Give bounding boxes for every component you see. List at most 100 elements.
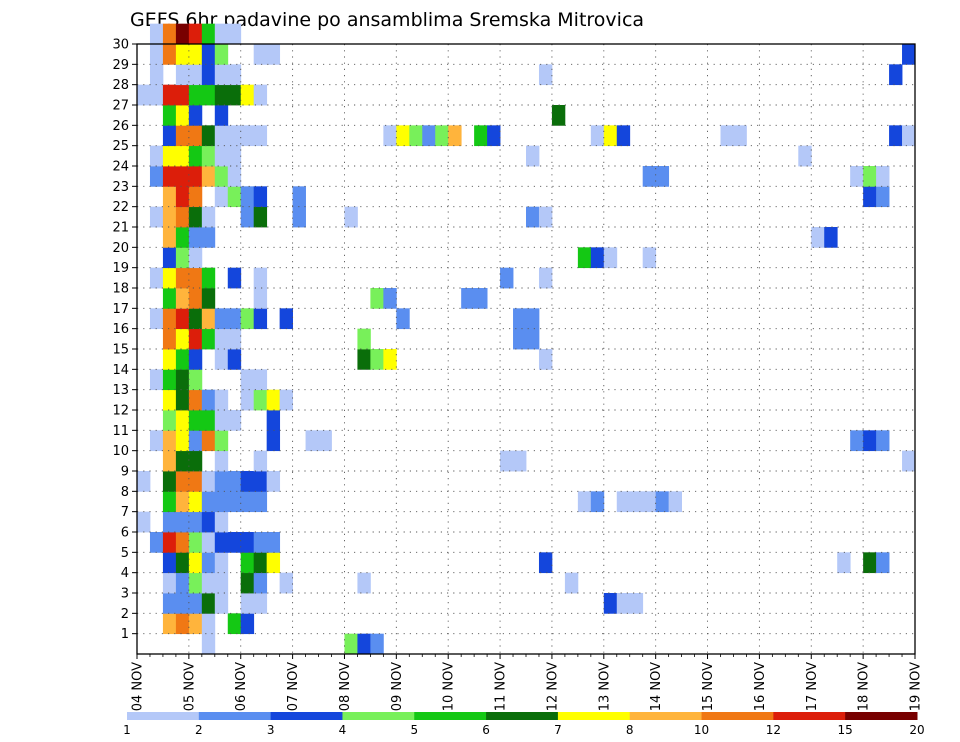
precip-cell [253,471,268,492]
precip-cell [227,186,242,208]
x-tick-label: 06 NOV [234,662,249,711]
precip-cell [253,125,268,147]
precip-cell [175,288,190,309]
precip-cell [188,125,203,147]
colorbar-label: 1 [123,723,131,737]
y-tick-label: 25 [112,139,129,154]
precip-cell [201,23,216,45]
colorbar-label: 8 [626,723,634,737]
precip-cell [876,166,890,187]
precip-cell [642,491,657,513]
precip-cell [227,308,242,330]
precip-cell [616,491,631,513]
colorbar-label: 12 [766,723,781,737]
precip-cell [370,288,384,309]
precip-cell [149,430,164,452]
precip-cell [149,206,164,228]
precip-cell [175,552,190,574]
x-tick-label: 10 NOV [442,662,457,711]
precip-cell [551,105,566,126]
x-tick-label: 04 NOV [131,662,146,711]
precip-cell [162,206,177,228]
precip-cell [500,267,514,289]
precip-cell [214,532,229,553]
precip-cell [175,227,190,248]
precip-cell [188,84,203,106]
y-tick-label: 14 [112,363,129,378]
precip-cell [253,369,268,391]
precip-cell [214,166,229,187]
precip-cell [227,410,242,431]
precip-cell [629,593,644,614]
x-tick-label: 12 NOV [545,662,560,711]
precip-cell [253,288,268,309]
precip-cell [253,308,268,330]
precip-cell [526,206,540,228]
precip-cell [188,308,203,330]
precip-cell [370,633,384,655]
precip-cell [149,44,164,65]
precip-cell [188,430,203,452]
precip-cell [162,166,177,187]
colorbar-swatch [629,712,703,720]
precip-cell [253,532,268,553]
precip-cell [137,511,151,533]
precip-cell [188,64,203,86]
precip-cell [240,125,255,147]
precip-cell [214,64,229,86]
precip-cell [137,471,151,492]
precip-cell [564,572,579,594]
precip-cell [162,267,177,289]
y-tick-label: 27 [112,99,129,114]
precip-cell [474,125,488,147]
colorbar-label: 3 [267,723,275,737]
precip-cell [162,105,177,126]
precip-cell [227,23,242,45]
precip-cell [383,288,397,309]
precip-cell [188,105,203,126]
precip-cell [396,125,410,147]
precip-cell [655,491,670,513]
precip-cell [201,328,216,350]
precip-cell [876,186,890,208]
precip-cell [577,247,592,269]
precip-cell [175,23,190,45]
precip-cell [149,267,164,289]
colorbar-label: 5 [410,723,418,737]
precip-cell [253,389,268,411]
precip-cell [240,532,255,553]
precip-cell [175,166,190,187]
precip-cell [240,471,255,492]
precip-cell [227,532,242,553]
precip-cell [175,206,190,228]
precip-cell [526,328,540,350]
precip-cell [162,186,177,208]
precip-cell [214,23,229,45]
precip-cell [201,532,216,553]
precip-cell [227,328,242,350]
precip-cell [850,430,864,452]
precip-cell [175,186,190,208]
precip-cell [240,593,255,614]
precip-cell [227,613,242,635]
precip-cell [227,491,242,513]
precip-cell [266,532,281,553]
precip-cell [863,430,877,452]
precip-cell [266,430,281,452]
precip-cell [175,308,190,330]
precip-cell [149,166,164,187]
precip-cell [175,471,190,492]
precip-cell [396,308,410,330]
precip-cell [538,349,553,370]
precip-cell [850,166,864,187]
precip-cell [214,552,229,574]
colorbar-label: 6 [482,723,490,737]
precip-cell [149,84,164,106]
precip-cell [162,227,177,248]
precip-cell [162,44,177,65]
y-tick-label: 28 [112,78,129,93]
precip-cell [538,64,553,86]
precip-cell [175,491,190,513]
precip-cell [162,288,177,309]
